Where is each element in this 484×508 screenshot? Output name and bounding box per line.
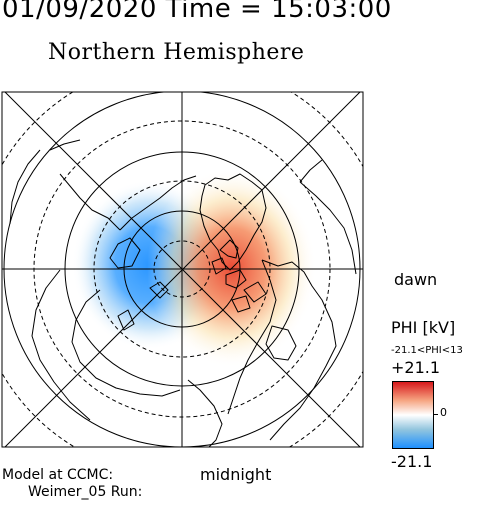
colorbar-max-label: +21.1 (391, 358, 441, 377)
run-label: Weimer_05 Run: (28, 484, 143, 500)
coastline-hudson-bay (265, 325, 297, 361)
colorbar (392, 381, 434, 449)
coastline-europe (59, 173, 197, 231)
coastline-pacific (299, 159, 357, 275)
map-frame (1, 91, 364, 448)
colorbar-range: -21.1<PHI<13 (391, 345, 463, 356)
coastline-north-america (227, 259, 337, 441)
coastline-asia (31, 269, 181, 421)
colorbar-min-label: -21.1 (391, 452, 433, 471)
coastline-greenland (199, 173, 267, 271)
colorbar-zero-tick (434, 414, 438, 415)
hemisphere-title: Northern Hemisphere (48, 40, 305, 65)
coastline-alaska (187, 379, 223, 447)
coastline-arctic-islands (211, 239, 267, 313)
coastline-scandinavia (109, 237, 141, 269)
midnight-label: midnight (200, 465, 272, 484)
polar-map (1, 91, 364, 448)
coastline-mediterranean (9, 139, 81, 225)
dawn-label: dawn (394, 270, 438, 289)
time-title: 01/09/2020 Time = 15:03:00 (2, 0, 392, 24)
coastline-islands (117, 281, 169, 331)
model-label: Model at CCMC: (2, 467, 114, 483)
colorbar-title: PHI [kV] (391, 318, 456, 337)
colorbar-zero-label: 0 (440, 406, 447, 419)
